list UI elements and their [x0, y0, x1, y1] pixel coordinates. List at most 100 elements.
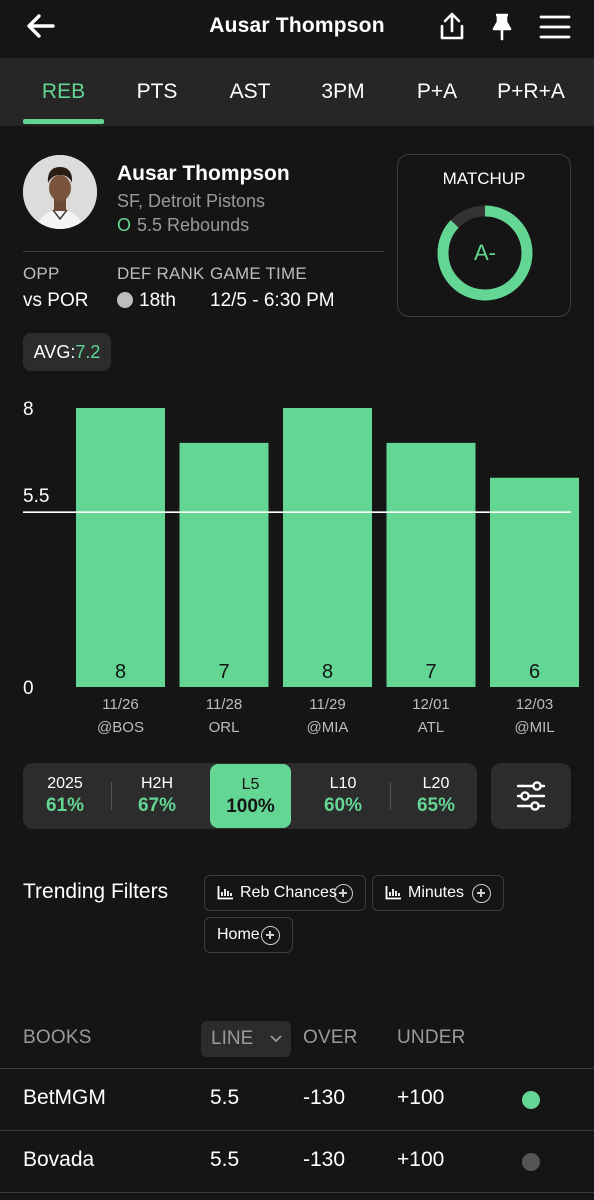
book-over[interactable]: -130 — [303, 1148, 346, 1171]
def-rank-text: 18th — [139, 290, 176, 311]
matchup-card[interactable]: MATCHUP A- — [397, 154, 571, 317]
app-header: Ausar Thompson — [0, 0, 594, 56]
period-2025[interactable]: 2025 61% — [23, 763, 107, 829]
chevron-down-icon — [270, 1035, 282, 1043]
filter-settings-button[interactable] — [491, 763, 571, 829]
period-h2h[interactable]: H2H 67% — [115, 763, 199, 829]
avg-label: AVG: — [33, 342, 76, 362]
chip-reb-chances[interactable]: Reb Chances — [204, 875, 366, 911]
divider — [23, 251, 384, 252]
y-tick-label: 5.5 — [23, 486, 49, 507]
player-team: SF, Detroit Pistons — [117, 191, 266, 211]
row-divider — [0, 1068, 594, 1069]
over-header: OVER — [303, 1027, 358, 1048]
opp-label: OPP — [23, 264, 60, 283]
tab-ast[interactable]: AST — [229, 80, 271, 103]
average-badge: AVG:7.2 — [23, 333, 111, 371]
x-date-label: 12/03 — [516, 696, 554, 713]
x-opponent-label: ATL — [418, 719, 444, 736]
book-over[interactable]: -130 — [303, 1086, 346, 1109]
share-icon — [440, 12, 464, 40]
player-prop-line: O 5.5 Rebounds — [117, 215, 249, 236]
period-value: 67% — [137, 795, 177, 816]
line-sort-dropdown[interactable]: LINE — [201, 1021, 291, 1057]
x-opponent-label: ORL — [209, 719, 240, 736]
matchup-ring — [437, 205, 533, 301]
bar-value-label: 6 — [529, 661, 540, 683]
player-avatar — [23, 155, 97, 229]
x-opponent-label: @MIL — [514, 719, 554, 736]
period-value: 100% — [226, 796, 275, 817]
bar-11/29 — [283, 408, 372, 687]
menu-button[interactable] — [536, 10, 572, 44]
status-dot — [522, 1091, 540, 1109]
period-divider — [390, 782, 391, 810]
book-under[interactable]: +100 — [397, 1086, 445, 1109]
opp-value: vs POR — [23, 290, 89, 311]
period-selector: 2025 61% H2H 67% L5 100% L10 60% L20 65% — [23, 763, 477, 829]
bar-12/01 — [386, 442, 476, 687]
bar-11/28 — [179, 442, 269, 687]
book-line: 5.5 — [210, 1148, 240, 1171]
menu-icon — [539, 15, 571, 39]
pin-button[interactable] — [484, 10, 520, 44]
add-circle-icon — [261, 926, 280, 945]
status-dot — [522, 1153, 540, 1171]
y-tick-label: 8 — [23, 399, 34, 420]
chip-label: Reb Chances — [240, 884, 337, 901]
bar-11/26 — [76, 408, 165, 687]
period-label: 2025 — [47, 775, 83, 792]
player-name: Ausar Thompson — [117, 162, 290, 185]
chip-label: Home — [217, 926, 260, 943]
bar-chart-icon — [385, 886, 401, 900]
book-name: BetMGM — [23, 1086, 106, 1109]
books-header: BOOKS — [23, 1027, 92, 1048]
game-time-label: GAME TIME — [210, 264, 307, 283]
period-value: 65% — [416, 795, 456, 816]
back-arrow-icon — [27, 14, 55, 38]
stat-tabs: REB PTS AST 3PM P+A P+R+A — [0, 58, 594, 126]
row-divider — [0, 1130, 594, 1131]
period-l20[interactable]: L20 65% — [394, 763, 478, 829]
share-button[interactable] — [434, 10, 470, 44]
def-rank-label: DEF RANK — [117, 264, 205, 283]
x-date-label: 11/28 — [206, 696, 242, 713]
chip-minutes[interactable]: Minutes — [372, 875, 504, 911]
bar-12/03 — [490, 477, 579, 687]
table-row[interactable]: BetMGM 5.5 -130 +100 — [0, 1069, 594, 1129]
row-divider — [0, 1192, 594, 1193]
trending-filters-title: Trending Filters — [23, 880, 169, 903]
book-name: Bovada — [23, 1148, 95, 1171]
chip-home[interactable]: Home — [204, 917, 293, 953]
x-date-label: 11/29 — [309, 696, 345, 713]
tab-p-a[interactable]: P+A — [416, 80, 458, 103]
period-l10[interactable]: L10 60% — [301, 763, 385, 829]
period-l5[interactable]: L5 100% — [210, 764, 291, 828]
game-time-value: 12/5 - 6:30 PM — [210, 290, 335, 311]
tab-p-r-a[interactable]: P+R+A — [497, 80, 565, 103]
over-under-marker: O — [117, 215, 132, 235]
y-tick-label: 0 — [23, 678, 34, 699]
period-label: L10 — [329, 775, 357, 792]
pin-icon — [492, 13, 512, 41]
rebounds-bar-chart: 8 5.5 0 8 11/26 @BOS 7 11/28 ORL 8 11/29 @MIA 7 12/01… — [23, 399, 579, 736]
sliders-icon — [516, 781, 546, 811]
book-line: 5.5 — [210, 1086, 240, 1109]
tab-pts[interactable]: PTS — [136, 80, 178, 103]
matchup-label: MATCHUP — [442, 169, 526, 188]
back-button[interactable] — [22, 10, 62, 42]
x-opponent-label: @BOS — [97, 719, 144, 736]
period-label: L20 — [422, 775, 450, 792]
add-circle-icon — [334, 884, 353, 903]
tab-3pm[interactable]: 3PM — [321, 80, 365, 103]
book-under[interactable]: +100 — [397, 1148, 445, 1171]
x-date-label: 12/01 — [412, 696, 450, 713]
period-value: 60% — [323, 795, 363, 816]
under-header: UNDER — [397, 1027, 466, 1048]
table-row[interactable]: Bovada 5.5 -130 +100 — [0, 1131, 594, 1191]
period-label: H2H — [140, 775, 173, 792]
rank-dot-icon — [117, 292, 133, 308]
avg-value: 7.2 — [75, 342, 101, 362]
tab-reb[interactable]: REB — [41, 80, 86, 103]
period-label: L5 — [241, 776, 260, 793]
